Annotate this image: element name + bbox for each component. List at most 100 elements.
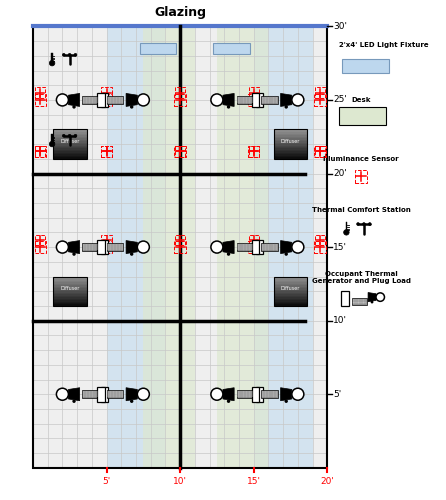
Bar <box>53 152 87 153</box>
Bar <box>53 300 87 302</box>
Bar <box>248 94 260 106</box>
Text: 30': 30' <box>333 22 347 31</box>
Bar <box>53 141 87 142</box>
Bar <box>53 286 87 287</box>
Circle shape <box>363 222 365 226</box>
Bar <box>252 92 259 108</box>
Bar <box>342 58 389 74</box>
Bar <box>53 276 87 278</box>
Circle shape <box>137 388 149 400</box>
Text: Illuminance Sensor: Illuminance Sensor <box>323 156 399 162</box>
Text: Diffuser: Diffuser <box>60 138 79 143</box>
Bar <box>53 150 87 152</box>
Bar <box>273 294 307 296</box>
Bar <box>273 132 307 134</box>
Bar <box>33 26 327 468</box>
Bar <box>355 170 368 182</box>
Bar <box>273 290 307 291</box>
Bar <box>174 146 186 157</box>
Circle shape <box>74 54 77 56</box>
Bar <box>315 88 325 98</box>
Bar <box>256 240 263 254</box>
Bar <box>273 280 307 281</box>
Bar <box>174 94 186 106</box>
Bar <box>273 297 307 298</box>
Bar <box>53 298 87 300</box>
Bar <box>53 148 87 150</box>
Bar <box>53 154 87 156</box>
Circle shape <box>227 400 230 402</box>
Bar <box>273 148 307 150</box>
Bar <box>273 152 307 153</box>
Circle shape <box>376 293 384 302</box>
Bar <box>273 291 307 292</box>
Text: Thermal Comfort Station: Thermal Comfort Station <box>312 207 410 213</box>
Bar <box>53 288 87 290</box>
Circle shape <box>131 400 133 402</box>
Bar <box>53 294 87 296</box>
Bar <box>346 222 347 232</box>
Text: Generator and Plug Load: Generator and Plug Load <box>312 278 411 284</box>
Bar <box>35 88 45 98</box>
Bar <box>107 96 124 104</box>
Bar <box>35 234 45 245</box>
Circle shape <box>50 142 55 147</box>
Bar <box>273 287 307 288</box>
Bar <box>273 156 307 158</box>
Bar <box>273 281 307 282</box>
Text: 25': 25' <box>333 96 347 104</box>
Polygon shape <box>126 388 137 400</box>
Bar <box>273 154 307 156</box>
Bar <box>273 278 307 280</box>
Bar <box>174 242 186 252</box>
Bar <box>101 387 108 402</box>
Bar <box>53 132 87 134</box>
Bar <box>273 276 307 306</box>
Text: Diffuser: Diffuser <box>281 286 300 291</box>
Polygon shape <box>281 240 292 254</box>
Bar <box>33 26 327 468</box>
Bar <box>53 153 87 154</box>
Text: 20': 20' <box>333 169 347 178</box>
Bar <box>273 304 307 306</box>
Circle shape <box>227 106 230 108</box>
Circle shape <box>73 253 75 255</box>
Bar <box>53 130 87 131</box>
Bar <box>273 298 307 300</box>
Polygon shape <box>126 94 137 106</box>
Text: 2'x4' LED Light Fixture: 2'x4' LED Light Fixture <box>339 42 429 48</box>
Bar <box>248 146 259 156</box>
Bar <box>53 144 87 146</box>
Bar <box>53 142 87 144</box>
Bar <box>273 130 307 159</box>
Bar <box>53 296 87 297</box>
Bar <box>35 146 46 157</box>
Bar <box>341 291 349 306</box>
Bar <box>248 146 260 157</box>
Circle shape <box>62 54 65 56</box>
Bar <box>140 44 177 54</box>
Bar <box>248 234 259 245</box>
Bar <box>213 44 250 54</box>
Polygon shape <box>368 292 376 302</box>
Polygon shape <box>223 240 234 254</box>
Bar <box>53 131 87 132</box>
Bar <box>273 153 307 154</box>
Circle shape <box>285 400 287 402</box>
Circle shape <box>68 54 71 56</box>
Circle shape <box>368 222 371 226</box>
Circle shape <box>74 134 77 137</box>
Bar <box>107 26 165 468</box>
Bar <box>248 88 259 98</box>
Bar <box>35 242 46 252</box>
Bar <box>237 96 254 104</box>
Bar <box>101 92 108 108</box>
Bar <box>53 302 87 303</box>
Bar <box>261 96 278 104</box>
Bar <box>175 88 185 98</box>
Bar <box>101 88 112 98</box>
Bar <box>273 134 307 135</box>
Bar <box>82 96 99 104</box>
Polygon shape <box>223 94 234 106</box>
Bar <box>273 135 307 136</box>
